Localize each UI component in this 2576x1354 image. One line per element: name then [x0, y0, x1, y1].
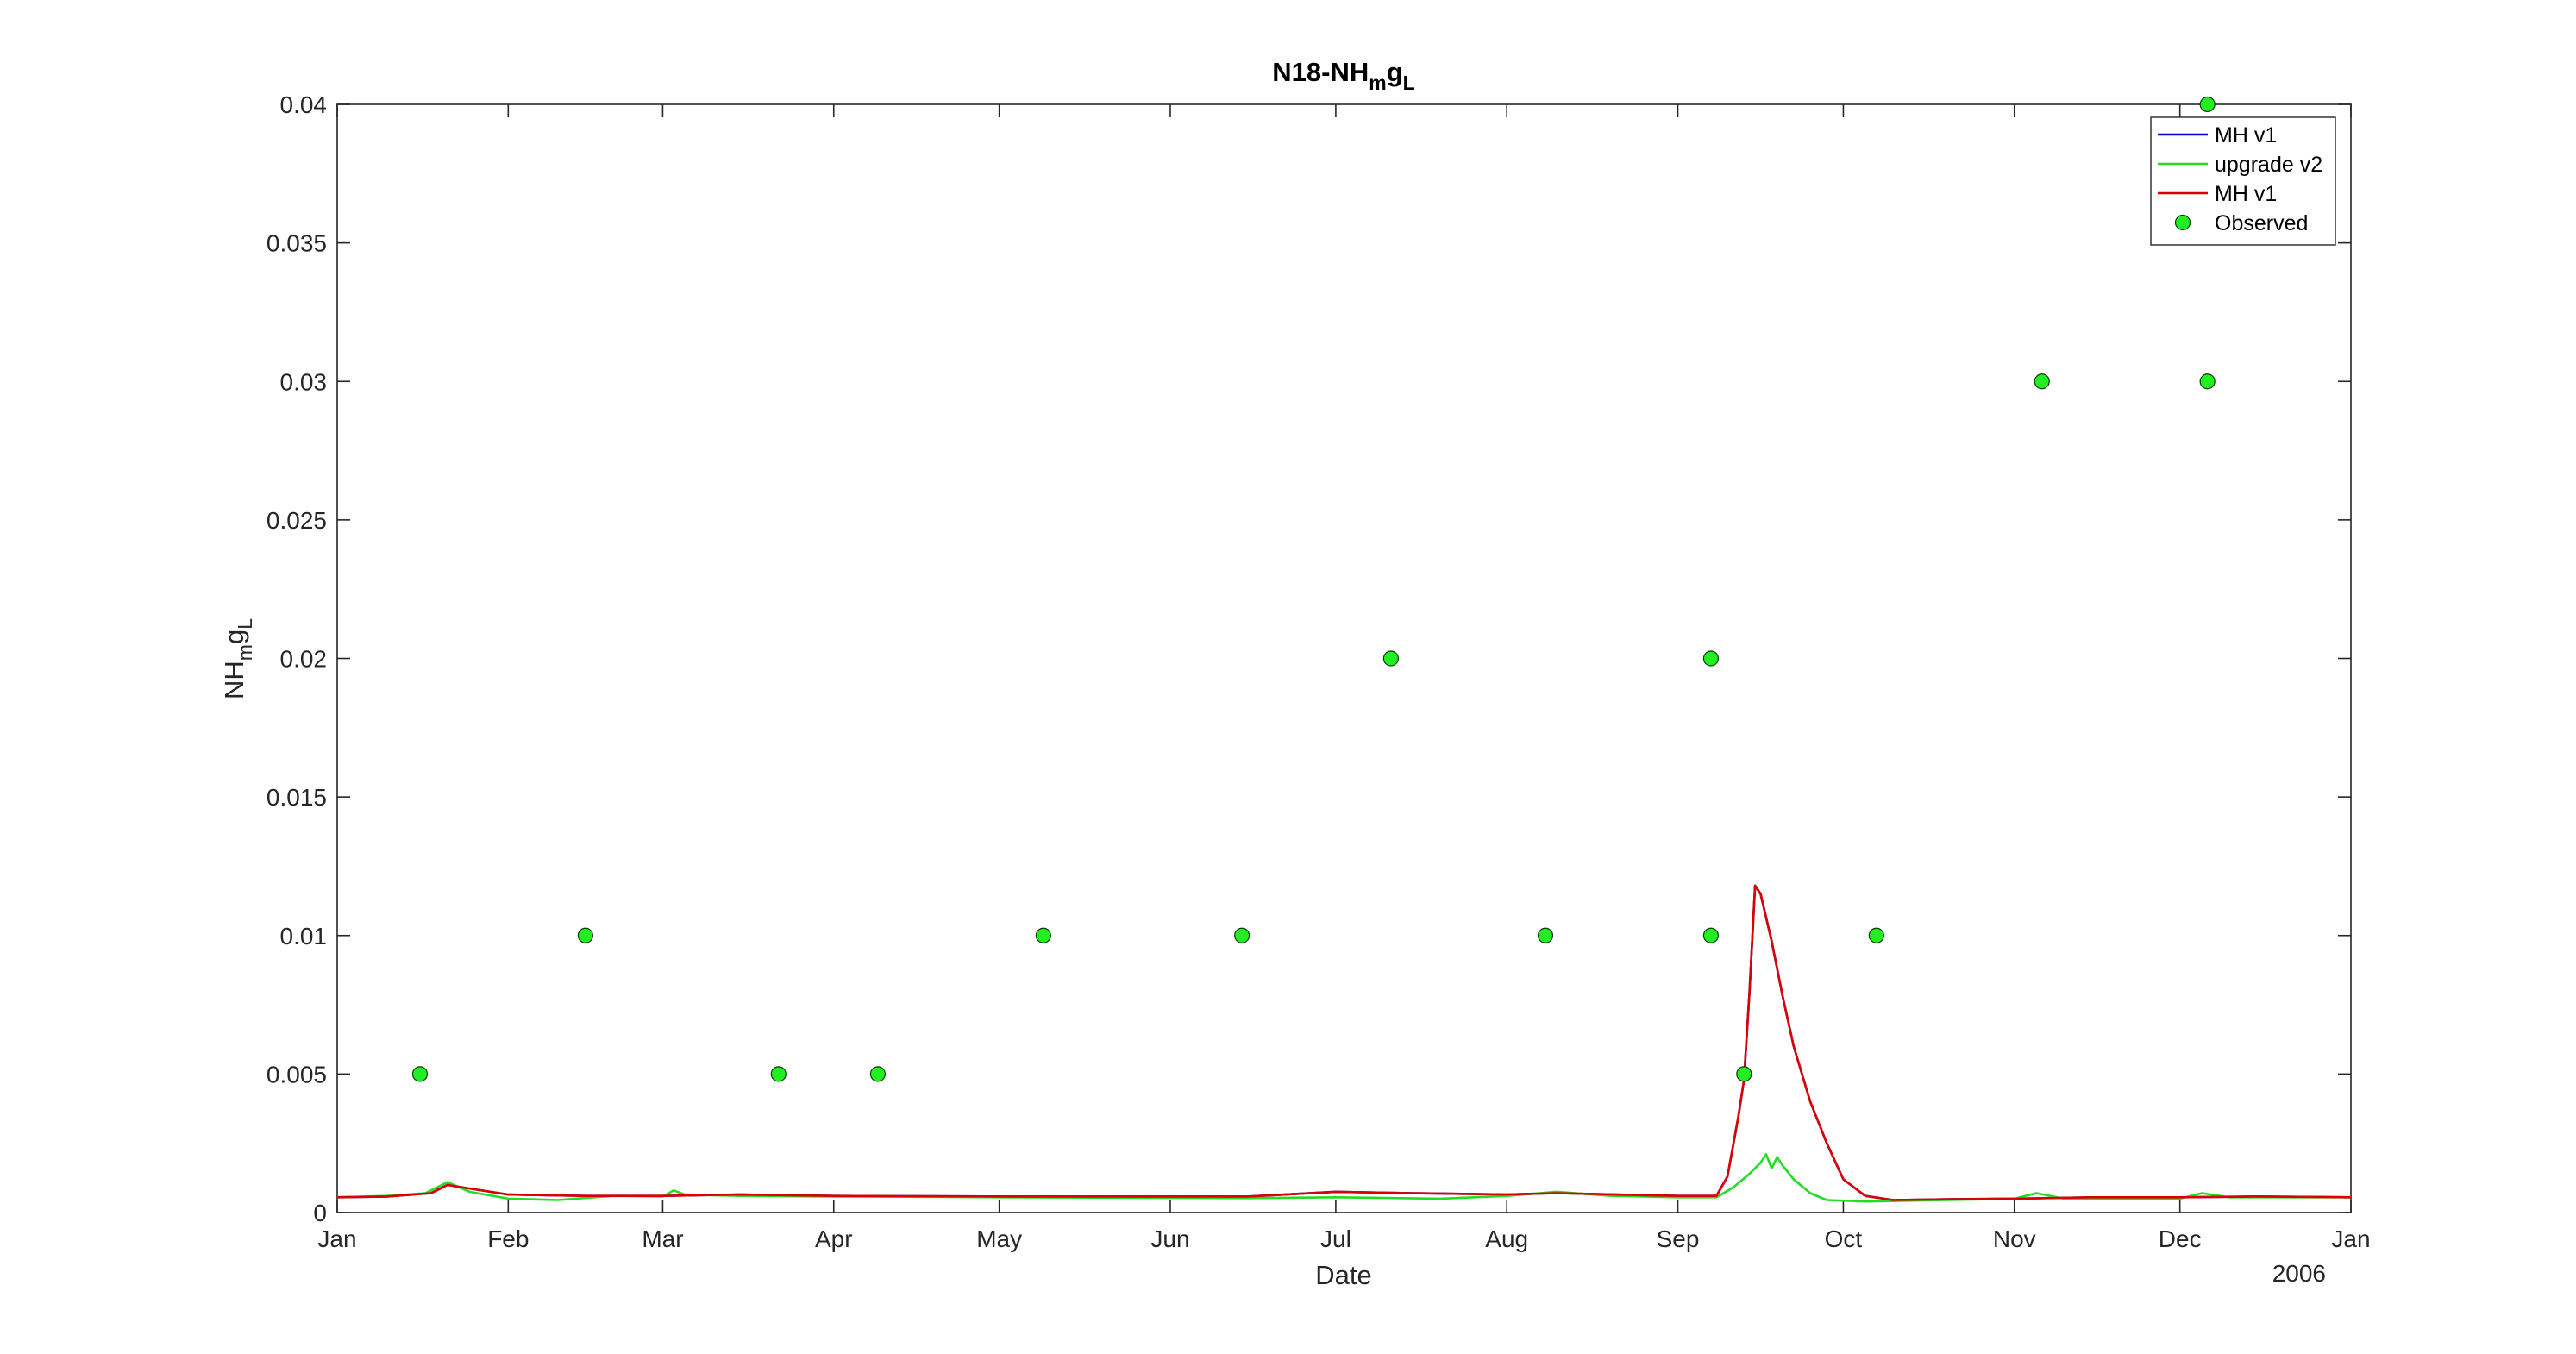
x-tick-label: May [976, 1225, 1022, 1252]
observed-point [1702, 927, 1720, 943]
y-tick-label: 0.015 [266, 784, 327, 811]
observed-point [577, 927, 593, 943]
y-axis-ticks: 0 0.005 0.01 0.015 0.02 0.025 0.03 0.035 0.04 [266, 91, 2351, 1226]
observed-point [1868, 927, 1884, 943]
chart-title: N18-NHmgL [1272, 57, 1414, 94]
x-tick-label: Sep [1657, 1225, 1700, 1252]
x-tick-label: Jan [317, 1225, 356, 1252]
legend-entry-label: Observed [2215, 211, 2308, 235]
x-tick-label: Jan [2331, 1225, 2370, 1252]
legend-entry-label: upgrade v2 [2215, 153, 2322, 177]
x-tick-label: Jul [1320, 1225, 1351, 1252]
y-tick-label: 0.01 [280, 923, 328, 950]
observed-point [1234, 927, 1250, 943]
x-tick-label: Feb [487, 1225, 529, 1252]
y-tick-label: 0.03 [280, 368, 328, 395]
plot-area [336, 103, 2352, 1213]
series-line-2 [336, 884, 2352, 1201]
y-tick-label: 0.035 [266, 230, 327, 257]
x-tick-label: Mar [642, 1225, 683, 1252]
y-tick-label: 0.005 [266, 1061, 327, 1088]
y-tick-label: 0.04 [280, 91, 328, 118]
y-tick-label: 0.025 [266, 507, 327, 534]
x-tick-label: Nov [1993, 1225, 2036, 1252]
observed-point [869, 1066, 887, 1082]
legend-entry-label: MH v1 [2215, 182, 2277, 206]
x-axis-label: Date [1315, 1260, 1371, 1290]
x-tick-label: Oct [1825, 1225, 1863, 1252]
observed-point [1736, 1066, 1752, 1082]
observed-point [770, 1066, 787, 1082]
x-tick-label: Jun [1150, 1225, 1189, 1252]
x-tick-label: Dec [2159, 1225, 2202, 1252]
legend-entry-label: MH v1 [2215, 123, 2277, 147]
x-year-label: 2006 [2272, 1260, 2326, 1287]
observed-point [2034, 373, 2050, 390]
y-axis-label: NHmgL [219, 618, 256, 699]
series-layer [336, 96, 2352, 1203]
observed-point [1035, 927, 1051, 943]
observed-point [1537, 927, 1554, 943]
observed-point [1702, 650, 1720, 667]
y-tick-label: 0 [313, 1200, 327, 1226]
legend-marker-swatch [2174, 214, 2191, 231]
x-tick-label: Apr [815, 1225, 853, 1252]
x-tick-label: Aug [1485, 1225, 1528, 1252]
legend: MH v1 upgrade v2 MH v1 Observed [2150, 116, 2336, 246]
observed-point [1382, 650, 1399, 667]
y-tick-label: 0.02 [280, 646, 328, 673]
observed-point [411, 1066, 429, 1082]
observed-point [2199, 373, 2216, 390]
x-axis-ticks: Jan Feb Mar Apr May Jun Jul Aug Sep Oct Nov Dec Jan [317, 104, 2371, 1252]
observed-point [2199, 96, 2216, 113]
